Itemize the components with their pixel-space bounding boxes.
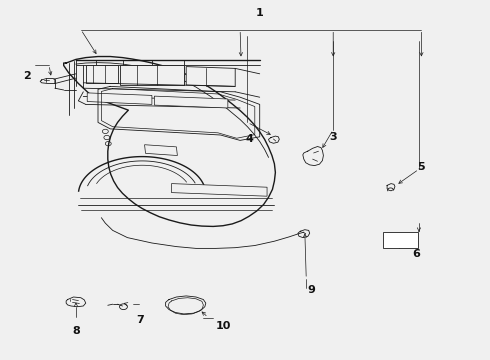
- Polygon shape: [154, 96, 228, 108]
- Polygon shape: [172, 184, 267, 196]
- Polygon shape: [145, 145, 177, 156]
- Polygon shape: [120, 65, 184, 85]
- Text: 3: 3: [329, 132, 337, 142]
- Bar: [383, 232, 418, 248]
- Text: 8: 8: [72, 326, 80, 336]
- Text: 6: 6: [413, 249, 420, 259]
- Text: 2: 2: [23, 71, 31, 81]
- Text: 4: 4: [246, 134, 254, 144]
- Polygon shape: [86, 65, 118, 83]
- Text: 9: 9: [307, 285, 315, 295]
- Polygon shape: [186, 67, 235, 86]
- Text: 5: 5: [417, 162, 425, 172]
- Polygon shape: [87, 93, 152, 104]
- Text: 7: 7: [136, 315, 144, 325]
- Text: 1: 1: [256, 8, 264, 18]
- Text: 10: 10: [215, 321, 231, 331]
